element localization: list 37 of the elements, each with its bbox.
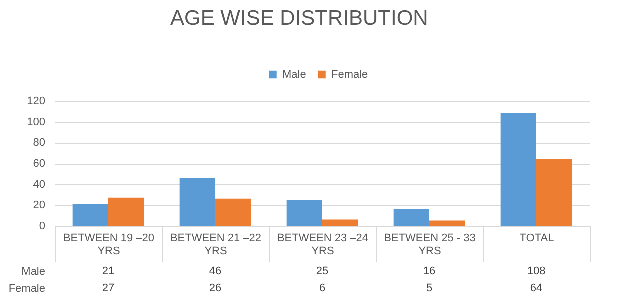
bar <box>180 178 216 226</box>
chart-title: AGE WISE DISTRIBUTION <box>170 7 428 30</box>
data-label: 108 <box>527 266 546 278</box>
text: Male <box>22 266 46 278</box>
bar <box>286 200 322 226</box>
bar <box>536 159 572 226</box>
bar <box>216 198 252 226</box>
bar <box>72 204 108 226</box>
data-label: 64 <box>530 282 543 294</box>
x-tick-label: BETWEEN 19 –20 YRS <box>63 232 155 258</box>
x-tick-label: BETWEEN 25 - 33 YRS <box>384 232 476 258</box>
bar <box>500 114 536 226</box>
x-tick-label: BETWEEN 21 –22 YRS <box>170 232 262 258</box>
data-label: 16 <box>423 266 436 278</box>
text: Female <box>8 283 46 295</box>
y-tick-label: 40 <box>33 178 46 191</box>
y-tick-label: 120 <box>27 96 46 108</box>
x-tick-label: TOTAL <box>520 232 554 244</box>
bar <box>108 198 144 226</box>
y-tick-label: 0 <box>39 220 46 232</box>
data-label: 26 <box>209 282 222 294</box>
data-label: 6 <box>319 282 326 294</box>
data-label: 27 <box>102 282 115 294</box>
y-tick-label: 80 <box>33 137 46 150</box>
y-tick-label: 20 <box>33 200 46 212</box>
x-tick-label: BETWEEN 23 –24 YRS <box>277 232 369 258</box>
bar <box>322 220 358 226</box>
data-label: 25 <box>316 266 329 278</box>
y-tick-label: 100 <box>27 116 46 128</box>
data-label: 5 <box>426 282 433 294</box>
legend-label: Female <box>332 68 368 81</box>
bar <box>394 209 430 226</box>
data-label: 46 <box>209 266 222 278</box>
data-label: 21 <box>102 266 115 278</box>
y-tick-label: 60 <box>33 158 46 170</box>
legend-label: Male <box>282 68 306 81</box>
bar <box>430 220 466 226</box>
